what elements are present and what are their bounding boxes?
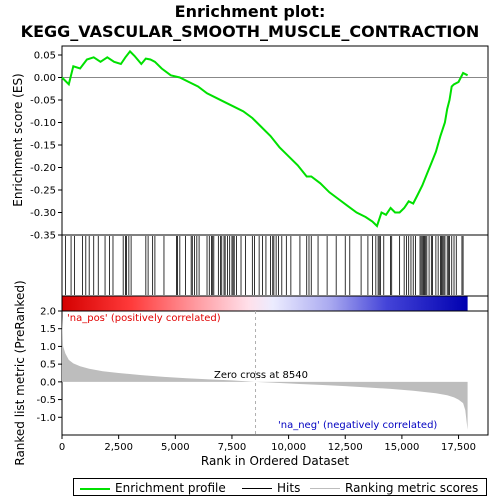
color-bar-gradient xyxy=(62,296,468,311)
rank-y-tick-label: -0.5 xyxy=(36,395,56,406)
rank-y-tick-label: -1.0 xyxy=(36,413,56,424)
legend-enrichment-label: Enrichment profile xyxy=(115,481,226,495)
hits-panel xyxy=(62,235,488,296)
legend-item-ranking-scores: Ranking metric scores xyxy=(310,480,478,496)
rank-y-tick-label: 0.5 xyxy=(40,360,56,371)
es-y-tick-label: -0.05 xyxy=(30,96,56,107)
legend-ranking-swatch xyxy=(310,488,340,489)
x-tick-label: 5,000 xyxy=(161,442,190,453)
legend-hits-label: Hits xyxy=(277,481,300,495)
x-tick-label: 15,000 xyxy=(384,442,419,453)
rank-color-bar xyxy=(62,296,488,311)
rank-x-ticks: 0 2,500 5,000 7,500 10,000 12,500 15,000 17,500 xyxy=(59,435,476,453)
rank-y-tick-label: 1.5 xyxy=(40,324,56,335)
es-y-tick-label: -0.20 xyxy=(30,163,56,174)
es-y-ticks: 0.05 0.00 -0.05 -0.10 -0.15 -0.20 -0.25 -0.30 -0… xyxy=(30,51,62,242)
zero-cross-label: Zero cross at 8540 xyxy=(214,370,308,381)
legend: Enrichment profile Hits Ranking metric s… xyxy=(73,478,487,496)
x-tick-label: 12,500 xyxy=(328,442,363,453)
es-y-tick-label: -0.25 xyxy=(30,186,56,197)
hits-frame xyxy=(62,235,488,296)
es-y-tick-label: 0.05 xyxy=(34,51,56,62)
legend-hits-swatch xyxy=(242,488,272,489)
legend-item-enrichment-profile: Enrichment profile xyxy=(80,480,226,496)
pos-correlation-label: 'na_pos' (positively correlated) xyxy=(67,313,221,324)
rank-y-tick-label: 1.0 xyxy=(40,342,56,353)
es-y-tick-label: -0.35 xyxy=(30,231,56,242)
x-tick-label: 17,500 xyxy=(441,442,476,453)
legend-ranking-label: Ranking metric scores xyxy=(345,481,478,495)
es-y-tick-label: -0.15 xyxy=(30,141,56,152)
neg-correlation-label: 'na_neg' (negatively correlated) xyxy=(278,420,437,431)
es-y-axis-label: Enrichment score (ES) xyxy=(11,73,25,206)
legend-enrichment-swatch xyxy=(80,488,110,490)
legend-item-hits: Hits xyxy=(242,480,300,496)
x-tick-label: 10,000 xyxy=(271,442,306,453)
es-y-tick-label: -0.10 xyxy=(30,118,56,129)
es-y-tick-label: 0.00 xyxy=(34,73,56,84)
rank-y-ticks: 2.0 1.5 1.0 0.5 0.0 -0.5 -1.0 xyxy=(36,307,62,424)
rank-y-tick-label: 0.0 xyxy=(40,377,56,388)
es-panel: 0.05 0.00 -0.05 -0.10 -0.15 -0.20 -0.25 -0.30 -0… xyxy=(11,46,488,242)
rank-y-axis-label: Ranked list metric (PreRanked) xyxy=(13,280,27,465)
es-y-tick-label: -0.30 xyxy=(30,208,56,219)
x-axis-label: Rank in Ordered Dataset xyxy=(201,454,349,468)
x-tick-label: 7,500 xyxy=(218,442,247,453)
rank-y-tick-label: 2.0 xyxy=(40,307,56,318)
x-tick-label: 2,500 xyxy=(104,442,133,453)
x-tick-label: 0 xyxy=(59,442,65,453)
